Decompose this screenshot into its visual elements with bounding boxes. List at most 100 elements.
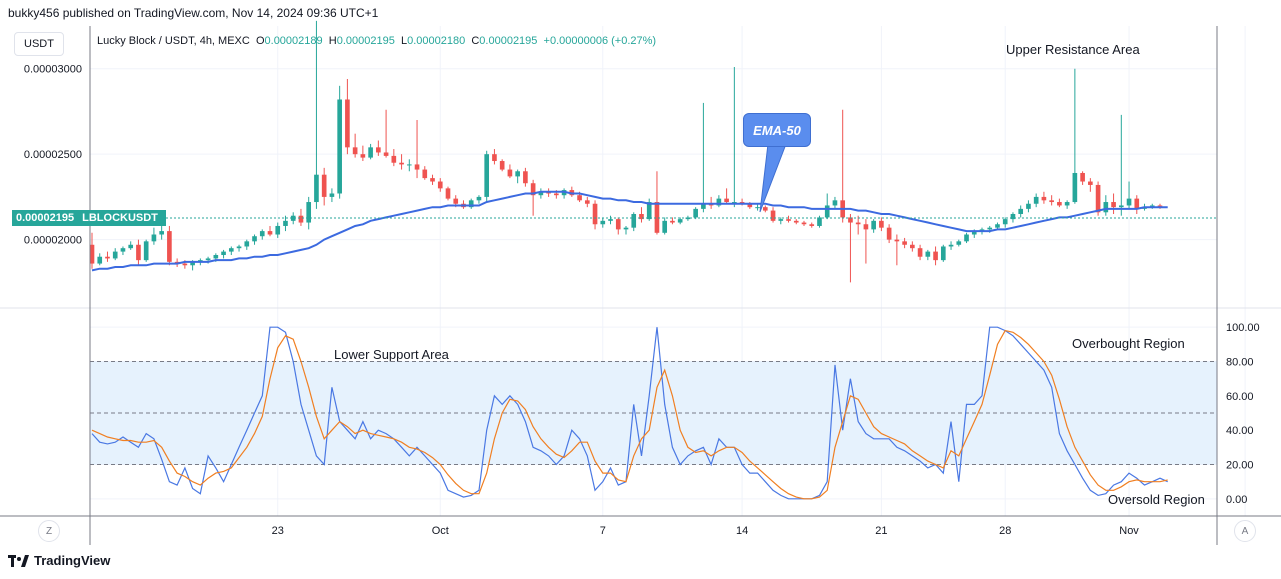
candle-body — [824, 205, 830, 218]
time-tick-label: 7 — [600, 525, 606, 537]
stoch-tick-label: 0.00 — [1226, 494, 1247, 506]
candle-body — [755, 207, 760, 209]
price-tick-label: 0.00002500 — [24, 149, 82, 161]
candle-body — [871, 220, 876, 230]
candle-body — [228, 248, 234, 252]
open-label: O — [255, 35, 265, 47]
candle-body — [167, 231, 172, 262]
candle-body — [762, 207, 768, 211]
candle-body — [964, 234, 969, 242]
candle-body — [770, 210, 776, 221]
candle-body — [507, 169, 513, 177]
candle-body — [321, 174, 327, 197]
candle-body — [600, 220, 606, 225]
time-tick-label: Nov — [1119, 525, 1139, 537]
candle-body — [383, 152, 389, 156]
candle-body — [662, 220, 668, 233]
candle-body — [879, 220, 884, 228]
low-label: L — [400, 35, 408, 47]
candle-body — [453, 198, 459, 204]
footer: TradingView — [8, 553, 110, 568]
candle-body — [747, 203, 753, 208]
candle-body — [1134, 198, 1140, 209]
candle-body — [654, 202, 660, 233]
stoch-axis: 100.00 80.00 60.00 40.00 20.00 0.00 — [1226, 322, 1260, 506]
candle-body — [213, 255, 219, 259]
candle-body — [236, 246, 242, 249]
candle-body — [623, 227, 629, 230]
ticker-label: LBLOCKUSDT — [82, 212, 158, 224]
overbought-label: Overbought Region — [1072, 336, 1185, 351]
symbol-legend: Lucky Block / USDT, 4h, MEXC O0.00002189… — [97, 35, 656, 47]
candle-body — [670, 220, 675, 223]
candle-body — [1010, 214, 1016, 220]
candle-body — [105, 256, 110, 259]
candle-body — [716, 198, 722, 206]
candle-body — [732, 202, 737, 204]
candle-body — [259, 231, 265, 237]
time-tick-label: Oct — [432, 525, 449, 537]
candle-body — [120, 248, 126, 252]
candle-body — [577, 195, 582, 201]
currency-selector[interactable]: USDT — [14, 32, 64, 56]
candle-body — [817, 217, 822, 226]
candle-body — [437, 181, 443, 189]
timezone-button[interactable]: Z — [38, 520, 60, 542]
candle-body — [940, 246, 946, 261]
change-value: +0.00000006 (+0.27%) — [543, 35, 657, 47]
time-tick-label: 21 — [875, 525, 887, 537]
candle-body — [97, 256, 103, 264]
candle-body — [608, 219, 613, 221]
candle-body — [182, 263, 188, 266]
candle-body — [1057, 202, 1062, 206]
candle-body — [422, 169, 428, 179]
stoch-tick-label: 100.00 — [1226, 322, 1260, 334]
candle-body — [693, 208, 698, 218]
candle-body — [948, 244, 954, 247]
open-value: 0.00002189 — [264, 35, 323, 47]
candle-body — [1064, 202, 1070, 206]
upper-resistance-label: Upper Resistance Area — [1006, 42, 1140, 57]
candle-body — [701, 203, 706, 209]
candle-body — [128, 244, 134, 249]
oversold-label: Oversold Region — [1108, 492, 1205, 507]
candle-body — [190, 261, 195, 266]
candle-body — [484, 154, 490, 197]
candle-body — [290, 215, 296, 221]
candle-body — [368, 147, 373, 158]
candle-body — [956, 241, 962, 245]
candle-body — [894, 239, 900, 242]
time-tick-label: 28 — [999, 525, 1011, 537]
stoch-tick-label: 80.00 — [1226, 357, 1254, 369]
candle-body — [886, 227, 892, 240]
candle-body — [143, 241, 149, 261]
lower-support-label: Lower Support Area — [334, 347, 449, 362]
candle-body — [1080, 172, 1085, 182]
publisher-line: bukky456 published on TradingView.com, N… — [8, 6, 379, 20]
candle-body — [406, 164, 412, 166]
candle-body — [1088, 181, 1093, 185]
candle-body — [786, 219, 791, 221]
candle-body — [244, 241, 250, 247]
candle-body — [329, 193, 335, 197]
candle-body — [987, 227, 993, 230]
candle-body — [360, 154, 366, 158]
candle-body — [445, 188, 451, 199]
tradingview-logo-icon — [8, 554, 29, 567]
candle-body — [1041, 196, 1047, 201]
stoch-tick-label: 40.00 — [1226, 425, 1254, 437]
candle-body — [337, 99, 342, 194]
candle-body — [151, 234, 157, 242]
candle-body — [592, 203, 598, 225]
candle-body — [584, 200, 590, 204]
candle-body — [1018, 208, 1024, 214]
candle-body — [530, 183, 536, 196]
candle-body — [476, 196, 482, 201]
time-tick-label: 14 — [736, 525, 748, 537]
auto-scale-button[interactable]: A — [1234, 520, 1256, 542]
candles-group — [89, 20, 1163, 283]
candle-body — [399, 162, 404, 165]
candle-body — [267, 231, 273, 235]
candle-body — [925, 251, 931, 257]
candle-body — [136, 244, 141, 261]
